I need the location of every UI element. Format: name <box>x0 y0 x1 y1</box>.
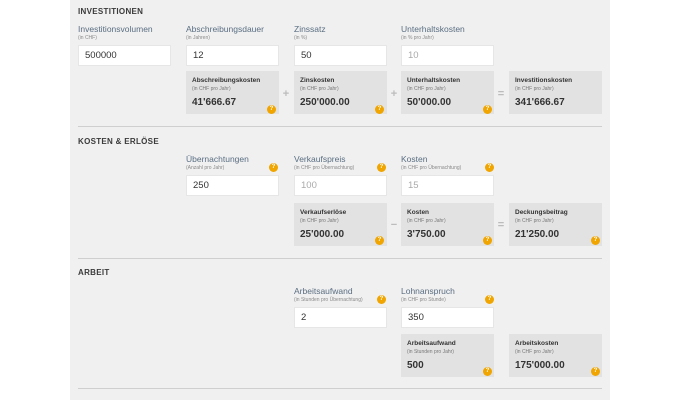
minus-icon: − <box>390 219 398 231</box>
investitionskosten-result: Investitionskosten (in CHF pro Jahr) 341… <box>509 71 602 114</box>
abschreibungsdauer-label: Abschreibungsdauer <box>186 24 264 34</box>
kosten-label: Kosten <box>401 154 428 164</box>
calculator-panel <box>70 0 610 400</box>
abschreibungsdauer-input[interactable]: 12 <box>186 45 279 66</box>
result-unit: (in CHF pro Jahr) <box>300 86 339 92</box>
help-icon[interactable]: ? <box>375 105 384 114</box>
help-icon[interactable]: ? <box>591 236 600 245</box>
verkaufspreis-label: Verkaufspreis <box>294 154 346 164</box>
section-title-arbeit: ARBEIT <box>78 268 110 277</box>
help-icon[interactable]: ? <box>483 105 492 114</box>
section-divider <box>78 388 602 389</box>
unterhaltskosten-result: Unterhaltskosten (in CHF pro Jahr) 50'00… <box>401 71 494 114</box>
abschreibungskosten-result: Abschreibungskosten (in CHF pro Jahr) 41… <box>186 71 279 114</box>
result-value: 250'000.00 <box>300 97 350 108</box>
section-divider <box>78 258 602 259</box>
result-value: 3'750.00 <box>407 229 446 240</box>
uebernachtungen-unit: (Anzahl pro Jahr) <box>186 165 225 171</box>
equals-icon: = <box>497 219 505 231</box>
investitionsvolumen-unit: (in CHF) <box>78 35 97 41</box>
result-title: Arbeitskosten <box>515 340 559 347</box>
result-value: 25'000.00 <box>300 229 345 240</box>
equals-icon: = <box>497 88 505 100</box>
abschreibungsdauer-unit: (in Jahren) <box>186 35 210 41</box>
verkaufspreis-input[interactable]: 100 <box>294 175 387 196</box>
result-title: Unterhaltskosten <box>407 77 461 84</box>
zinssatz-input[interactable]: 50 <box>294 45 387 66</box>
result-unit: (in CHF pro Jahr) <box>407 86 446 92</box>
help-icon[interactable]: ? <box>377 295 386 304</box>
verkaufserloese-result: Verkaufserlöse (in CHF pro Jahr) 25'000.… <box>294 203 387 246</box>
help-icon[interactable]: ? <box>485 163 494 172</box>
investitionsvolumen-label: Investitionsvolumen <box>78 24 153 34</box>
result-value: 341'666.67 <box>515 97 565 108</box>
result-title: Abschreibungskosten <box>192 77 261 84</box>
lohnanspruch-label: Lohnanspruch <box>401 286 455 296</box>
result-title: Zinskosten <box>300 77 335 84</box>
help-icon[interactable]: ? <box>267 105 276 114</box>
arbeitsaufwand-label: Arbeitsaufwand <box>294 286 353 296</box>
result-title: Kosten <box>407 209 430 216</box>
result-title: Deckungsbeitrag <box>515 209 568 216</box>
unterhaltskosten-input[interactable]: 10 <box>401 45 494 66</box>
kosten-input[interactable]: 15 <box>401 175 494 196</box>
plus-icon: + <box>282 88 290 100</box>
result-value: 41'666.67 <box>192 97 237 108</box>
result-value: 21'250.00 <box>515 229 560 240</box>
section-divider <box>78 126 602 127</box>
result-title: Verkaufserlöse <box>300 209 347 216</box>
arbeitsaufwand-input[interactable]: 2 <box>294 307 387 328</box>
help-icon[interactable]: ? <box>375 236 384 245</box>
uebernachtungen-input[interactable]: 250 <box>186 175 279 196</box>
help-icon[interactable]: ? <box>483 367 492 376</box>
result-value: 500 <box>407 360 424 371</box>
kosten-unit: (in CHF pro Übernachtung) <box>401 165 462 171</box>
help-icon[interactable]: ? <box>269 163 278 172</box>
section-title-investitionen: INVESTITIONEN <box>78 7 144 16</box>
result-title: Arbeitsaufwand <box>407 340 456 347</box>
result-unit: (in CHF pro Jahr) <box>407 218 446 224</box>
deckungsbeitrag-result: Deckungsbeitrag (in CHF pro Jahr) 21'250… <box>509 203 602 246</box>
result-unit: (in CHF pro Jahr) <box>515 218 554 224</box>
investitionsvolumen-input[interactable]: 500000 <box>78 45 171 66</box>
result-unit: (in CHF pro Jahr) <box>300 218 339 224</box>
help-icon[interactable]: ? <box>485 295 494 304</box>
plus-icon: + <box>390 88 398 100</box>
result-unit: (in CHF pro Jahr) <box>515 86 554 92</box>
result-unit: (in CHF pro Jahr) <box>192 86 231 92</box>
result-value: 175'000.00 <box>515 360 565 371</box>
unterhaltskosten-unit: (in % pro Jahr) <box>401 35 434 41</box>
lohnanspruch-input[interactable]: 350 <box>401 307 494 328</box>
help-icon[interactable]: ? <box>377 163 386 172</box>
verkaufspreis-unit: (in CHF pro Übernachtung) <box>294 165 355 171</box>
help-icon[interactable]: ? <box>483 236 492 245</box>
kosten-result: Kosten (in CHF pro Jahr) 3'750.00 <box>401 203 494 246</box>
uebernachtungen-label: Übernachtungen <box>186 154 249 164</box>
help-icon[interactable]: ? <box>591 367 600 376</box>
arbeitsaufwand-result: Arbeitsaufwand (in Stunden pro Jahr) 500 <box>401 334 494 377</box>
result-unit: (in Stunden pro Jahr) <box>407 349 454 355</box>
arbeitskosten-result: Arbeitskosten (in CHF pro Jahr) 175'000.… <box>509 334 602 377</box>
result-value: 50'000.00 <box>407 97 452 108</box>
zinssatz-unit: (in %) <box>294 35 308 41</box>
lohnanspruch-unit: (in CHF pro Stunde) <box>401 297 446 303</box>
arbeitsaufwand-unit: (in Stunden pro Übernachtung) <box>294 297 363 303</box>
zinssatz-label: Zinssatz <box>294 24 326 34</box>
zinskosten-result: Zinskosten (in CHF pro Jahr) 250'000.00 <box>294 71 387 114</box>
result-title: Investitionskosten <box>515 77 573 84</box>
result-unit: (in CHF pro Jahr) <box>515 349 554 355</box>
unterhaltskosten-label: Unterhaltskosten <box>401 24 465 34</box>
section-title-kosten-erloese: KOSTEN & ERLÖSE <box>78 137 159 146</box>
